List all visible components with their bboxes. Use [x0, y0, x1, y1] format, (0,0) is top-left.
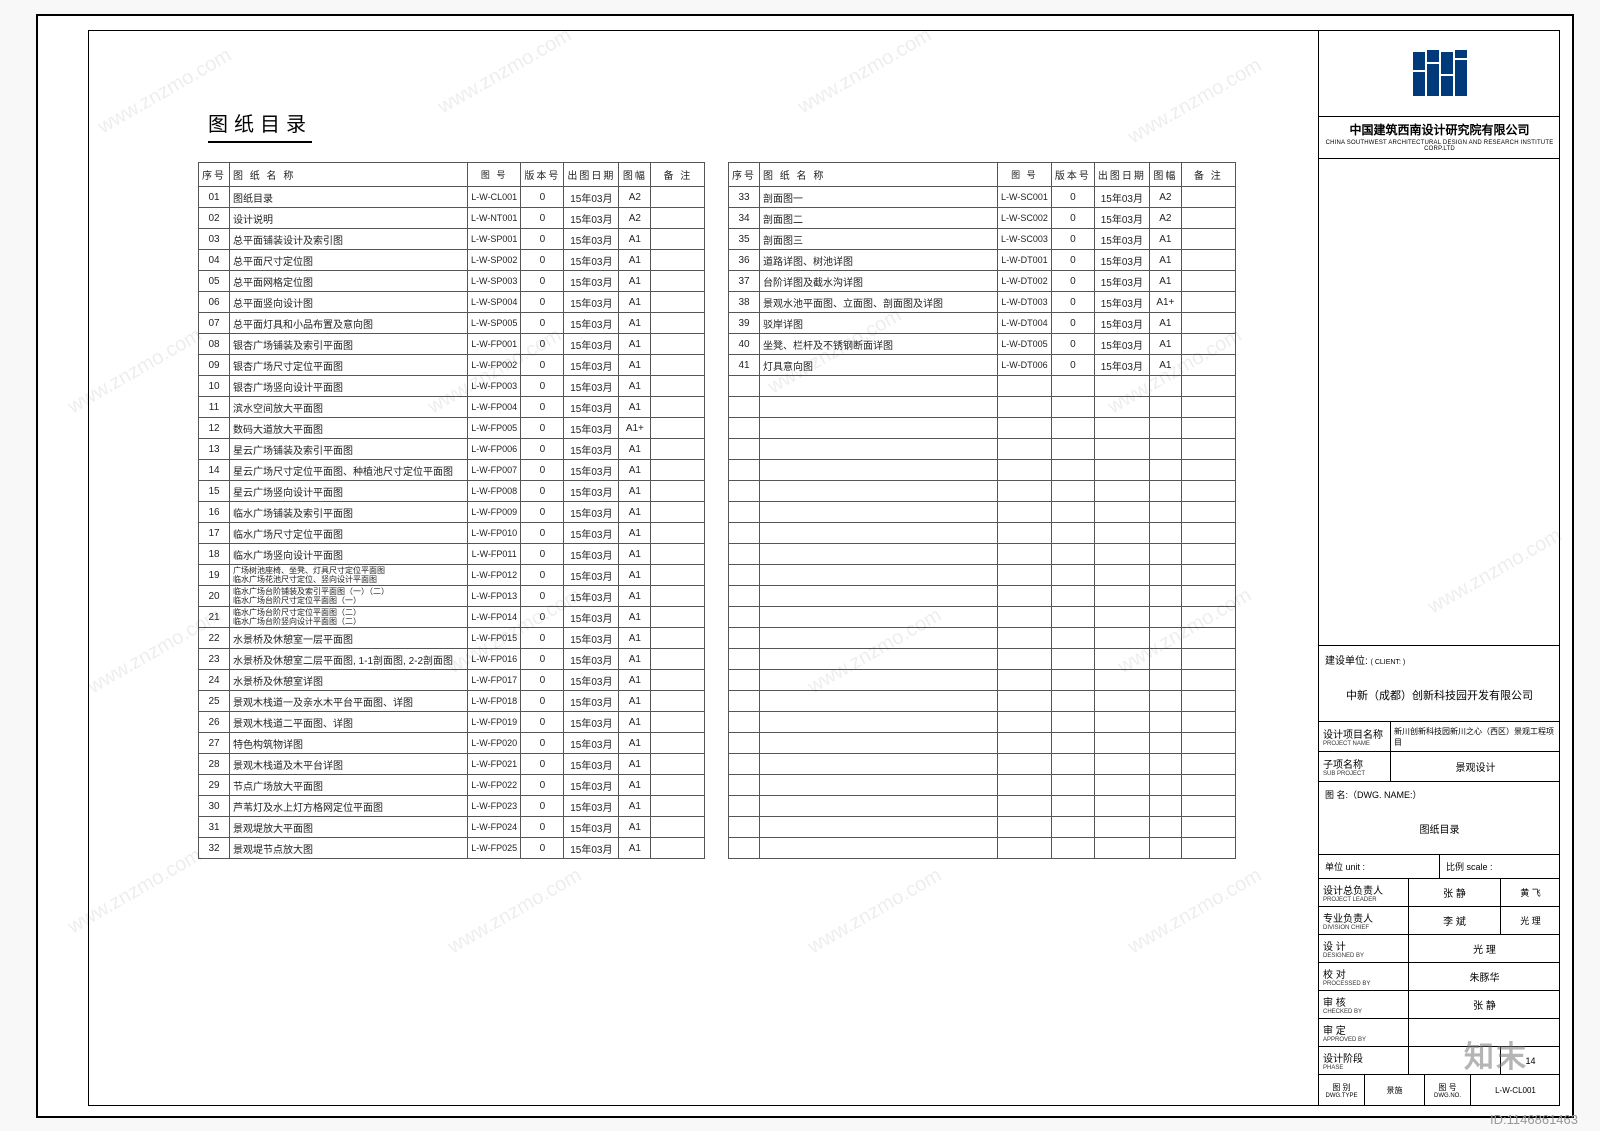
- unit-scale-row: 单位 unit : 比例 scale :: [1319, 854, 1560, 878]
- dwg-number: L-W-CL001: [1495, 1086, 1536, 1095]
- image-id-label: ID:1146861463: [1490, 1112, 1578, 1127]
- table-row: 17临水广场尺寸定位平面图L-W-FP010015年03月A1: [199, 523, 705, 544]
- table-row: [729, 565, 1236, 586]
- signature-row: 审 定APPROVED BY: [1319, 1018, 1560, 1046]
- table-row: 33剖面图一L-W-SC001015年03月A2: [729, 187, 1236, 208]
- table-row: [729, 838, 1236, 859]
- table-row: 30芦苇灯及水上灯方格网定位平面图L-W-FP023015年03月A1: [199, 796, 705, 817]
- table-row: [729, 586, 1236, 607]
- table-row: 29节点广场放大平面图L-W-FP022015年03月A1: [199, 775, 705, 796]
- table-row: [729, 502, 1236, 523]
- project-name: 新川创新科技园新川之心（西区）景观工程项目: [1391, 722, 1560, 751]
- table-row: [729, 376, 1236, 397]
- table-row: 02设计说明L-W-NT001015年03月A2: [199, 208, 705, 229]
- table-row: 27特色构筑物详图L-W-FP020015年03月A1: [199, 733, 705, 754]
- table-row: [729, 670, 1236, 691]
- table-row: [729, 712, 1236, 733]
- signature-row: 校 对PROCESSED BY朱豚华: [1319, 962, 1560, 990]
- table-row: 03总平面铺装设计及索引图L-W-SP001015年03月A1: [199, 229, 705, 250]
- company-logo: [1319, 30, 1560, 116]
- table-row: 31景观堤放大平面图L-W-FP024015年03月A1: [199, 817, 705, 838]
- table-row: 05总平面网格定位图L-W-SP003015年03月A1: [199, 271, 705, 292]
- table-row: 40坐凳、栏杆及不锈钢断面详图L-W-DT005015年03月A1: [729, 334, 1236, 355]
- table-row: 10银杏广场竖向设计平面图L-W-FP003015年03月A1: [199, 376, 705, 397]
- table-row: 11滨水空间放大平面图L-W-FP004015年03月A1: [199, 397, 705, 418]
- table-row: [729, 481, 1236, 502]
- dwg-name-label: 图 名:（DWG. NAME:）: [1319, 781, 1560, 807]
- table-row: [729, 397, 1236, 418]
- drawing-sheet: 图纸目录 序号图 纸 名 称图 号版本号出图日期图幅备 注01图纸目录L-W-C…: [36, 14, 1574, 1118]
- table-row: [729, 628, 1236, 649]
- table-row: [729, 439, 1236, 460]
- table-row: 35剖面图三L-W-SC003015年03月A1: [729, 229, 1236, 250]
- project-row: 设计项目名称PROJECT NAME 新川创新科技园新川之心（西区）景观工程项目: [1319, 721, 1560, 751]
- table-row: [729, 523, 1236, 544]
- subproject-row: 子项名称SUB PROJECT 景观设计: [1319, 751, 1560, 781]
- drawing-index-table-right: 序号图 纸 名 称图 号版本号出图日期图幅备 注33剖面图一L-W-SC0010…: [728, 162, 1236, 859]
- table-row: 38景观水池平面图、立面图、剖面图及详图L-W-DT003015年03月A1+: [729, 292, 1236, 313]
- signature-row: 专业负责人DIVISION CHIEF李 斌光 理: [1319, 906, 1560, 934]
- table-row: 25景观木栈道一及亲水木平台平面图、详图L-W-FP018015年03月A1: [199, 691, 705, 712]
- client-name: 中新（成都）创新科技园开发有限公司: [1319, 673, 1560, 721]
- table-row: 01图纸目录L-W-CL001015年03月A2: [199, 187, 705, 208]
- table-row: [729, 544, 1236, 565]
- table-row: 18临水广场竖向设计平面图L-W-FP011015年03月A1: [199, 544, 705, 565]
- table-row: 23水景桥及休憩室二层平面图, 1-1剖面图, 2-2剖面图L-W-FP0160…: [199, 649, 705, 670]
- table-row: 41灯具意向图L-W-DT006015年03月A1: [729, 355, 1236, 376]
- table-row: 28景观木栈道及木平台详图L-W-FP021015年03月A1: [199, 754, 705, 775]
- table-row: 07总平面灯具和小品布置及意向图L-W-SP005015年03月A1: [199, 313, 705, 334]
- company-name-cn: 中国建筑西南设计研究院有限公司: [1319, 116, 1560, 140]
- bottom-info-row: 图 别DWG.TYPE 景施 图 号DWG.NO. L-W-CL001: [1319, 1074, 1560, 1106]
- table-row: [729, 418, 1236, 439]
- signature-grid: 设计总负责人PROJECT LEADER张 静黄 飞专业负责人DIVISION …: [1319, 878, 1560, 1074]
- signature-row: 设计阶段PHASE14: [1319, 1046, 1560, 1074]
- table-row: 19广场树池座椅、坐凳、灯具尺寸定位平面图临水广场花池尺寸定位、竖向设计平面图L…: [199, 565, 705, 586]
- table-row: [729, 691, 1236, 712]
- dwg-type: 景施: [1387, 1085, 1403, 1096]
- drawing-index-table-left: 序号图 纸 名 称图 号版本号出图日期图幅备 注01图纸目录L-W-CL0010…: [198, 162, 705, 859]
- table-row: 20临水广场台阶铺装及索引平面图（一）（二）临水广场台阶尺寸定位平面图（一）L-…: [199, 586, 705, 607]
- dwg-name: 图纸目录: [1319, 807, 1560, 854]
- table-row: 24水景桥及休憩室详图L-W-FP017015年03月A1: [199, 670, 705, 691]
- table-row: 04总平面尺寸定位图L-W-SP002015年03月A1: [199, 250, 705, 271]
- table-row: 26景观木栈道二平面图、详图L-W-FP019015年03月A1: [199, 712, 705, 733]
- company-name-en: CHINA SOUTHWEST ARCHITECTURAL DESIGN AND…: [1319, 140, 1560, 159]
- signature-row: 设 计DESIGNED BY光 理: [1319, 934, 1560, 962]
- main-content: 图纸目录 序号图 纸 名 称图 号版本号出图日期图幅备 注01图纸目录L-W-C…: [88, 30, 1318, 1106]
- table-row: [729, 460, 1236, 481]
- table-row: [729, 796, 1236, 817]
- signature-row: 设计总负责人PROJECT LEADER张 静黄 飞: [1319, 878, 1560, 906]
- table-row: 16临水广场铺装及索引平面图L-W-FP009015年03月A1: [199, 502, 705, 523]
- table-row: 34剖面图二L-W-SC002015年03月A2: [729, 208, 1236, 229]
- index-heading: 图纸目录: [208, 108, 312, 143]
- table-row: [729, 607, 1236, 628]
- table-row: 21临水广场台阶尺寸定位平面图（二）临水广场台阶竖向设计平面图（二）L-W-FP…: [199, 607, 705, 628]
- table-row: 37台阶详图及截水沟详图L-W-DT002015年03月A1: [729, 271, 1236, 292]
- table-row: 14星云广场尺寸定位平面图、种植池尺寸定位平面图L-W-FP007015年03月…: [199, 460, 705, 481]
- signature-row: 审 核CHECKED BY张 静: [1319, 990, 1560, 1018]
- table-row: [729, 649, 1236, 670]
- table-row: 15星云广场竖向设计平面图L-W-FP008015年03月A1: [199, 481, 705, 502]
- subproject-name: 景观设计: [1391, 752, 1560, 781]
- table-row: 06总平面竖向设计图L-W-SP004015年03月A1: [199, 292, 705, 313]
- title-block: 中国建筑西南设计研究院有限公司 CHINA SOUTHWEST ARCHITEC…: [1318, 30, 1560, 1106]
- table-row: 09银杏广场尺寸定位平面图L-W-FP002015年03月A1: [199, 355, 705, 376]
- table-row: 12数码大道放大平面图L-W-FP005015年03月A1+: [199, 418, 705, 439]
- table-row: [729, 817, 1236, 838]
- table-row: [729, 733, 1236, 754]
- table-row: 22水景桥及休憩室一层平面图L-W-FP015015年03月A1: [199, 628, 705, 649]
- table-row: 32景观堤节点放大图L-W-FP025015年03月A1: [199, 838, 705, 859]
- table-row: 39驳岸详图L-W-DT004015年03月A1: [729, 313, 1236, 334]
- table-row: [729, 754, 1236, 775]
- scale-label: 比例 scale :: [1440, 855, 1560, 878]
- unit-label: 单位 unit :: [1319, 855, 1440, 878]
- table-row: 36道路详图、树池详图L-W-DT001015年03月A1: [729, 250, 1236, 271]
- client-label: 建设单位: ( CLIENT: ): [1319, 645, 1560, 673]
- table-row: [729, 775, 1236, 796]
- table-row: 13星云广场铺装及索引平面图L-W-FP006015年03月A1: [199, 439, 705, 460]
- table-row: 08银杏广场铺装及索引平面图L-W-FP001015年03月A1: [199, 334, 705, 355]
